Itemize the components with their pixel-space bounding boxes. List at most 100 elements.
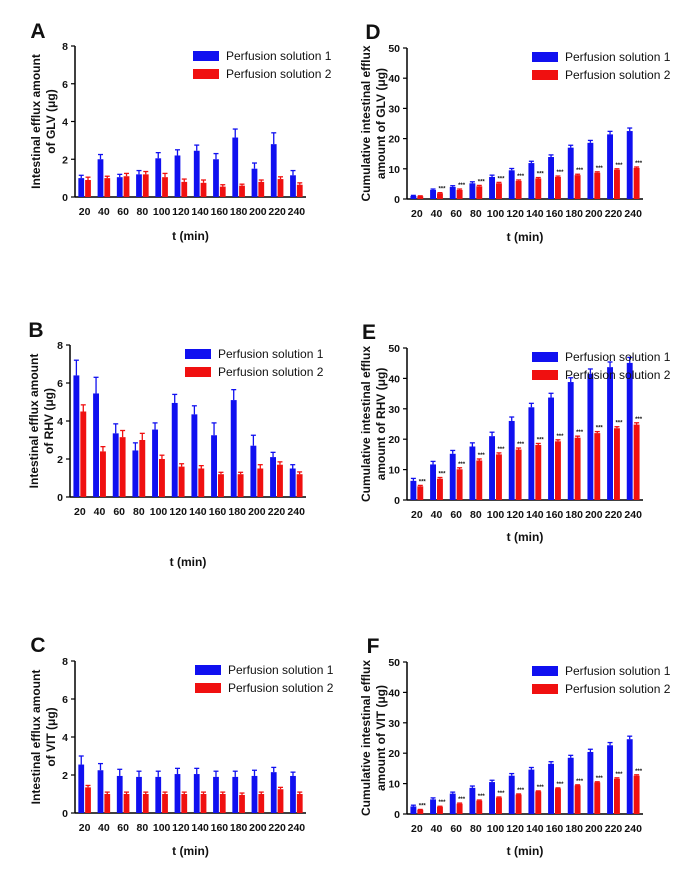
- x-tick-label: 100: [487, 208, 505, 220]
- y-axis-label: of VIT (μg): [44, 707, 58, 766]
- bar-series2: [476, 186, 483, 199]
- significance-marker: ***: [576, 168, 584, 174]
- x-tick-label: 80: [470, 509, 482, 521]
- x-tick-label: 20: [411, 823, 423, 835]
- bar-series2: [123, 176, 130, 197]
- bar-series1: [136, 174, 142, 197]
- bar-series1: [489, 782, 495, 814]
- bar-series1: [548, 763, 554, 814]
- bar-series2: [181, 794, 188, 813]
- bar-series1: [93, 393, 99, 497]
- significance-marker: ***: [438, 472, 446, 478]
- bar-series2: [200, 182, 207, 197]
- y-tick-label: 8: [57, 340, 63, 352]
- x-tick-label: 20: [79, 206, 91, 218]
- bar-series2: [555, 176, 561, 199]
- bar-series2: [515, 449, 522, 500]
- bar-series1: [232, 137, 239, 197]
- x-tick-label: 40: [98, 822, 110, 834]
- bar-series2: [219, 186, 226, 197]
- bar-series1: [508, 775, 515, 814]
- y-axis-label: Cumulative intestinal efflux: [359, 660, 373, 816]
- bar-series2: [142, 794, 149, 813]
- x-tick-label: 240: [624, 509, 642, 521]
- bar-series1: [171, 402, 178, 497]
- bar-series2: [555, 441, 561, 500]
- legend-label-series1: Perfusion solution 1: [228, 663, 334, 677]
- bar-series1: [112, 433, 119, 497]
- bar-series2: [476, 800, 483, 814]
- x-tick-label: 20: [411, 509, 423, 521]
- bar-series2: [437, 478, 443, 500]
- y-tick-label: 30: [388, 404, 400, 416]
- panel-label: E: [362, 321, 376, 344]
- bar-series1: [430, 464, 436, 500]
- bar-series1: [410, 195, 417, 199]
- bar-series2: [574, 785, 581, 814]
- significance-marker: ***: [576, 779, 584, 785]
- significance-marker: ***: [478, 179, 486, 185]
- bar-series1: [230, 400, 237, 497]
- bar-series2: [594, 172, 601, 199]
- x-tick-label: 140: [191, 822, 209, 834]
- panel-label: D: [365, 21, 380, 44]
- bar-series1: [449, 186, 456, 199]
- y-tick-label: 50: [388, 657, 400, 669]
- bar-series2: [633, 424, 640, 500]
- bar-series2: [515, 180, 522, 199]
- legend-swatch-series1: [185, 349, 211, 359]
- bar-series1: [469, 183, 476, 199]
- bar-series1: [270, 457, 276, 497]
- x-tick-label: 140: [526, 509, 544, 521]
- x-tick-label: 120: [172, 206, 190, 218]
- bar-series2: [119, 437, 126, 497]
- x-tick-label: 100: [487, 823, 505, 835]
- bar-series2: [594, 433, 601, 500]
- y-axis-label: Intestinal efflux amount: [29, 670, 43, 805]
- bar-series1: [155, 776, 162, 813]
- bar-series2: [437, 193, 443, 199]
- bar-series2: [123, 794, 130, 813]
- bar-series2: [296, 794, 303, 813]
- bar-series2: [476, 460, 483, 500]
- significance-marker: ***: [576, 430, 584, 436]
- y-tick-label: 0: [62, 192, 68, 204]
- bar-series2: [296, 474, 303, 497]
- bar-series1: [116, 775, 123, 813]
- bar-series1: [211, 435, 217, 497]
- panel-label: B: [28, 319, 43, 342]
- x-tick-label: 120: [172, 822, 190, 834]
- bar-series2: [277, 789, 284, 813]
- bar-series2: [555, 788, 561, 814]
- y-axis-label: Cumulative intestinal efflux: [359, 45, 373, 201]
- y-tick-label: 40: [388, 687, 400, 699]
- panel-label: C: [30, 634, 45, 657]
- bar-series2: [574, 437, 581, 500]
- x-tick-label: 140: [189, 506, 207, 518]
- legend-swatch-series1: [195, 665, 221, 675]
- chart-panel-a: A 0 2 4 6 8 20 40 60 80 100 120 140 160 180 200 220 240 t …: [29, 20, 332, 243]
- x-tick-label: 180: [230, 822, 248, 834]
- bar-series1: [430, 189, 436, 199]
- bar-series2: [417, 809, 424, 814]
- bar-series2: [574, 175, 581, 199]
- legend-label-series2: Perfusion solution 2: [565, 68, 671, 82]
- x-tick-label: 160: [211, 206, 229, 218]
- x-tick-label: 160: [546, 823, 564, 835]
- bar-series1: [489, 436, 495, 500]
- significance-marker: ***: [458, 797, 466, 803]
- bar-series2: [277, 179, 284, 197]
- bar-series1: [528, 407, 535, 500]
- x-tick-label: 120: [169, 506, 187, 518]
- bar-series1: [116, 177, 123, 197]
- legend-swatch-series2: [195, 683, 221, 693]
- y-axis-label: amount of GLV (μg): [374, 68, 388, 179]
- significance-marker: ***: [615, 772, 623, 778]
- bar-series2: [104, 178, 111, 197]
- x-axis-label: t (min): [172, 229, 209, 243]
- bar-series2: [239, 794, 245, 813]
- x-tick-label: 60: [117, 206, 129, 218]
- bar-series1: [290, 175, 296, 197]
- legend-swatch-series2: [193, 69, 219, 79]
